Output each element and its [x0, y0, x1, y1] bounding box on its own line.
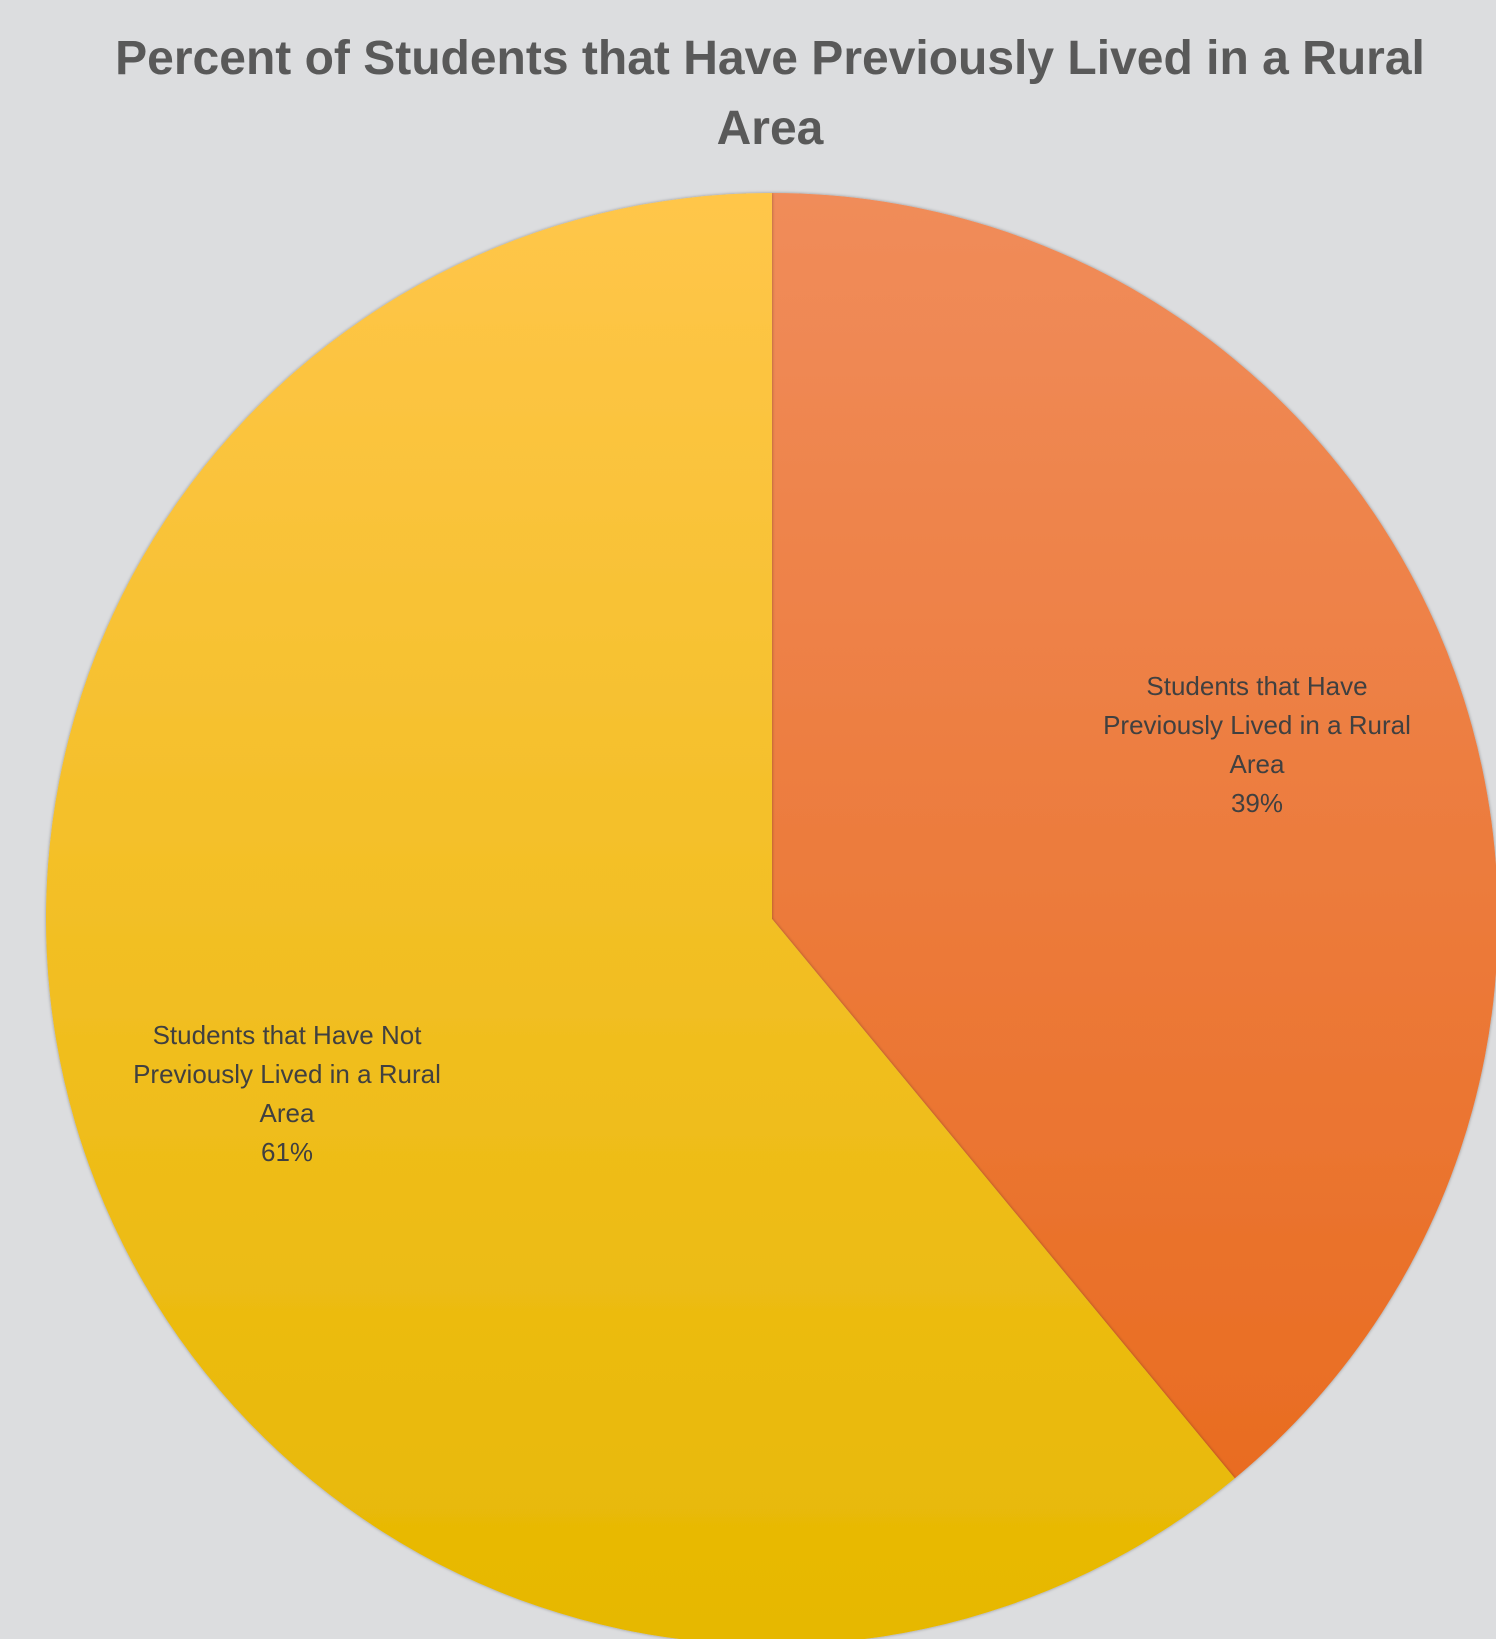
pie-labels: Students that Have Previously Lived in a … [133, 671, 1411, 1167]
chart-title-line-1: Percent of Students that Have Previously… [115, 32, 1425, 85]
chart-title-line-2: Area [716, 102, 824, 155]
pie-slice-not-rural [46, 193, 1235, 1639]
slice-category-label-line: Previously Lived in a Rural [1103, 710, 1411, 740]
slice-category-label-line: Students that Have Not [153, 1020, 423, 1050]
chart-title: Percent of Students that Have Previously… [60, 24, 1480, 164]
pie-slices [46, 193, 1496, 1639]
slice-label-not-rural: Students that Have Not Previously Lived i… [133, 1020, 441, 1167]
slice-label-rural: Students that Have Previously Lived in a … [1103, 671, 1411, 818]
slice-category-label-line: Area [260, 1098, 315, 1128]
slice-value-label: 39% [1231, 788, 1283, 818]
slice-category-label-line: Previously Lived in a Rural [133, 1059, 441, 1089]
slice-value-label: 61% [261, 1137, 313, 1167]
slice-category-label-line: Students that Have [1146, 671, 1367, 701]
pie-slice-rural [772, 193, 1496, 1479]
slice-category-label-line: Area [1230, 749, 1285, 779]
